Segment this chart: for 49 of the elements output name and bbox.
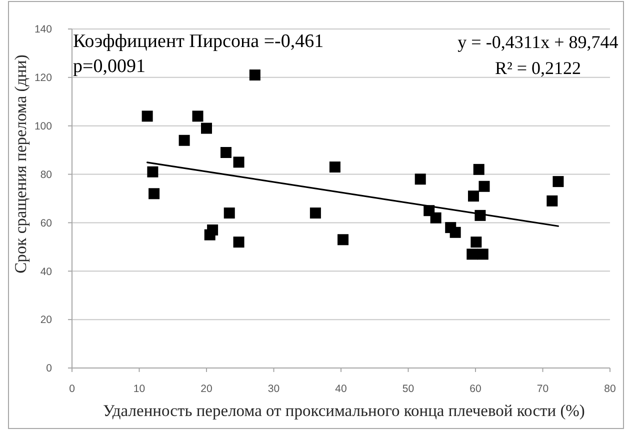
point: [329, 162, 340, 173]
point: [148, 188, 160, 200]
point: [207, 224, 218, 236]
point: [178, 134, 190, 146]
x-tick-label: 50: [402, 383, 414, 395]
x-tick-label: 70: [536, 383, 549, 395]
x-axis-title: Удаленность перелома от проксимального конца плечевой кости (%): [103, 401, 585, 420]
annotation: y = -0,4311x + 89,744: [458, 32, 618, 52]
point: [338, 234, 349, 246]
y-axis-title: Срок сращения перелома (дни): [11, 54, 30, 274]
point: [450, 226, 461, 238]
point: [468, 190, 479, 202]
y-tick-label: 100: [34, 120, 52, 133]
point: [414, 174, 426, 185]
y-tick-label: 40: [40, 266, 52, 278]
point: [233, 156, 244, 168]
point: [546, 195, 558, 206]
point: [147, 166, 158, 178]
x-tick-label: 40: [335, 383, 347, 395]
point: [310, 208, 321, 219]
y-tick-label: 0: [46, 362, 52, 375]
point: [473, 164, 484, 175]
point: [478, 180, 490, 192]
point: [249, 70, 260, 81]
annotation: p=0,0091: [73, 56, 146, 77]
point: [477, 248, 488, 260]
x-tick-label: 60: [470, 383, 482, 395]
y-tick-label: 80: [40, 168, 52, 181]
x-tick-label: 0: [69, 383, 76, 395]
annotation: Коэффициент Пирсона =-0,461: [73, 31, 324, 52]
point: [192, 110, 204, 122]
x-tick-label: 10: [133, 383, 146, 395]
x-tick-label: 80: [604, 383, 616, 395]
x-tick-label: 30: [268, 383, 280, 395]
point: [430, 212, 442, 224]
point: [466, 248, 478, 260]
y-tick-label: 120: [34, 72, 52, 84]
point: [470, 236, 482, 248]
x-tick-label: 20: [200, 383, 212, 395]
y-tick-label: 60: [40, 217, 52, 230]
point: [224, 208, 235, 219]
y-tick-label: 20: [40, 314, 52, 326]
point: [220, 146, 232, 158]
y-tick-label: 140: [34, 24, 52, 36]
point: [552, 176, 564, 188]
point: [201, 122, 212, 134]
point: [142, 110, 153, 122]
point: [233, 236, 244, 248]
annotation: R² = 0,2122: [494, 58, 582, 78]
